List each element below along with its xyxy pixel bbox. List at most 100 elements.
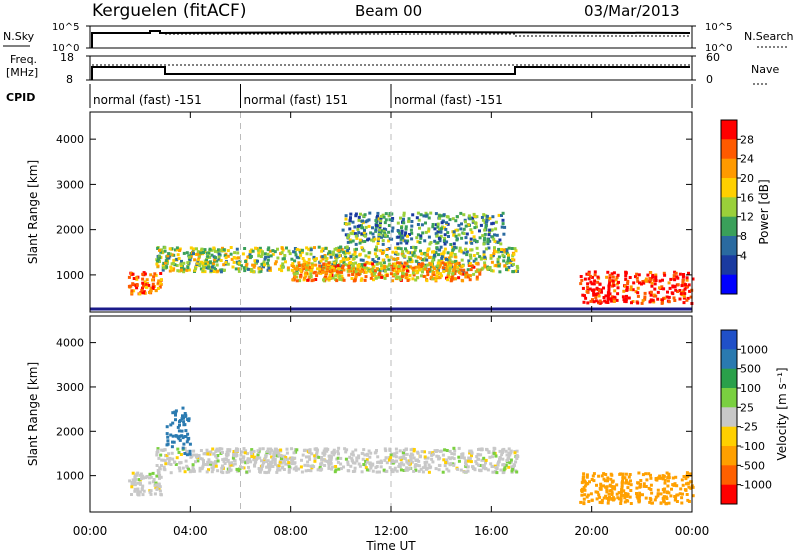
echo-cell xyxy=(208,260,212,264)
echo-cell xyxy=(417,464,421,468)
echo-cell xyxy=(661,477,665,481)
echo-cell xyxy=(676,283,680,287)
echo-cell xyxy=(177,451,181,454)
x-tick-label: 12:00 xyxy=(374,524,409,538)
echo-cell xyxy=(666,484,670,488)
echo-cell xyxy=(175,434,179,438)
echo-cell xyxy=(196,459,200,463)
echo-cell xyxy=(348,263,352,267)
echo-cell xyxy=(143,280,147,284)
echo-cell xyxy=(210,253,214,257)
echo-cell xyxy=(622,489,626,493)
echo-cell xyxy=(684,477,688,481)
echo-cell xyxy=(187,436,191,440)
echo-cell xyxy=(351,453,355,457)
echo-cell xyxy=(460,222,463,226)
echo-cell xyxy=(608,292,612,296)
echo-cell xyxy=(483,232,487,236)
echo-cell xyxy=(381,239,385,243)
echo-cell xyxy=(580,481,584,485)
echo-cell xyxy=(473,467,477,471)
echo-cell xyxy=(417,263,421,266)
echo-cell xyxy=(447,270,451,274)
echo-cell xyxy=(385,234,389,238)
echo-cell xyxy=(333,451,337,455)
echo-cell xyxy=(273,460,277,464)
echo-cell xyxy=(373,252,377,256)
echo-cell xyxy=(661,497,665,500)
echo-cell xyxy=(366,269,370,273)
echo-cell xyxy=(651,501,654,505)
echo-cell xyxy=(142,284,145,288)
echo-cell xyxy=(209,462,212,466)
echo-cell xyxy=(244,449,248,453)
echo-cell xyxy=(216,269,220,273)
echo-cell xyxy=(391,452,395,456)
echo-cell xyxy=(395,265,399,269)
echo-cell xyxy=(389,453,393,457)
echo-cell xyxy=(606,479,609,483)
echo-cell xyxy=(263,252,267,256)
echo-cell xyxy=(586,290,590,294)
echo-cell xyxy=(299,465,303,469)
echo-cell xyxy=(468,274,472,278)
echo-cell xyxy=(313,258,317,262)
echo-cell xyxy=(482,238,486,242)
echo-cell xyxy=(615,483,619,487)
echo-cell xyxy=(589,274,592,278)
echo-cell xyxy=(663,273,667,277)
colorbar-tick-label: 28 xyxy=(740,133,754,146)
echo-cell xyxy=(369,466,373,470)
echo-cell xyxy=(597,474,601,478)
echo-cell xyxy=(358,241,362,245)
echo-cell xyxy=(671,476,675,480)
echo-cell xyxy=(494,263,498,267)
echo-cell xyxy=(473,221,477,225)
echo-cell xyxy=(192,247,196,251)
echo-cell xyxy=(236,251,240,255)
echo-cell xyxy=(610,491,614,495)
echo-cell xyxy=(685,298,689,302)
echo-cell xyxy=(399,468,403,472)
echo-cell xyxy=(398,261,402,265)
echo-cell xyxy=(346,268,350,271)
echo-cell xyxy=(180,259,183,263)
echo-cell xyxy=(321,268,325,272)
echo-cell xyxy=(379,465,383,469)
echo-cell xyxy=(595,497,599,501)
colorbar-tick-label: -25 xyxy=(740,421,758,434)
echo-cell xyxy=(362,463,366,466)
echo-cell xyxy=(167,256,171,260)
echo-cell xyxy=(161,250,165,254)
echo-cell xyxy=(624,274,628,278)
echo-cell xyxy=(234,449,238,453)
echo-cell xyxy=(433,227,437,231)
echo-cell xyxy=(439,227,443,231)
echo-cell xyxy=(351,229,355,233)
echo-cell xyxy=(354,255,358,259)
echo-cell xyxy=(300,470,304,474)
echo-cell xyxy=(491,215,495,219)
echo-cell xyxy=(588,287,592,291)
echo-cell xyxy=(325,263,328,267)
echo-cell xyxy=(217,255,221,259)
echo-cell xyxy=(624,297,628,301)
echo-cell xyxy=(281,262,285,266)
echo-cell xyxy=(156,247,160,250)
echo-cell xyxy=(213,249,217,253)
echo-cell xyxy=(414,463,418,466)
echo-cell xyxy=(398,277,402,281)
echo-cell xyxy=(659,501,663,505)
echo-cell xyxy=(234,267,238,271)
echo-cell xyxy=(242,447,246,451)
echo-cell xyxy=(610,297,614,301)
echo-cell xyxy=(403,233,407,237)
echo-cell xyxy=(264,255,268,259)
echo-cell xyxy=(416,233,420,237)
echo-cell xyxy=(445,268,449,272)
echo-cell xyxy=(484,224,488,228)
echo-cell xyxy=(195,261,199,265)
echo-cell xyxy=(476,452,480,456)
echo-cell xyxy=(402,265,406,269)
